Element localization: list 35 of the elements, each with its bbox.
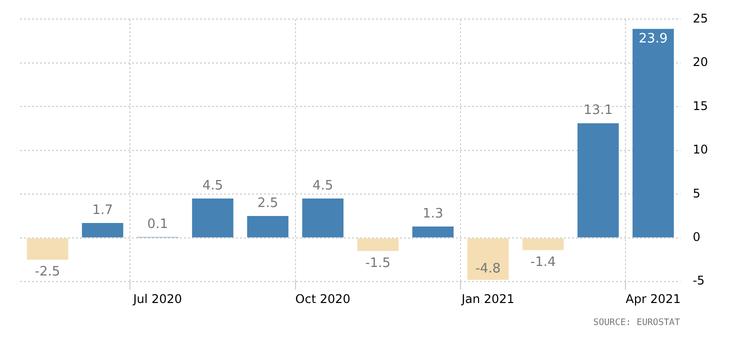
bar	[577, 123, 619, 238]
y-tick-label: 20	[692, 55, 708, 70]
x-tick-label: Oct 2020	[295, 292, 350, 306]
data-label: 13.1	[584, 103, 613, 118]
data-label: 2.5	[257, 196, 278, 211]
data-label: -4.8	[475, 262, 501, 277]
bar	[247, 216, 288, 238]
data-label: -2.5	[34, 264, 60, 280]
y-tick-label: 15	[692, 98, 708, 113]
y-tick-label: 5	[692, 186, 700, 200]
x-tick-label: Jan 2021	[460, 292, 514, 306]
y-tick-label: 25	[692, 11, 708, 26]
bar	[412, 226, 454, 238]
data-label: -1.5	[365, 256, 391, 271]
data-label: 1.3	[422, 206, 444, 222]
bar	[302, 198, 344, 238]
y-tick-label: -5	[692, 274, 705, 288]
y-tick-label: 10	[692, 142, 708, 157]
x-tick-label: Apr 2021	[626, 292, 681, 306]
x-tick-label: Jul 2020	[132, 292, 182, 306]
bar	[192, 198, 234, 238]
bar	[632, 28, 674, 238]
data-label: 4.5	[202, 178, 224, 194]
data-label: 1.7	[92, 202, 113, 218]
data-label: -1.4	[530, 254, 556, 270]
bar	[467, 238, 509, 280]
source-note: SOURCE: EUROSTAT	[592, 318, 680, 328]
data-label: 23.9	[638, 32, 668, 47]
data-label: 0.1	[147, 216, 168, 232]
y-tick-label: 0	[692, 230, 700, 244]
bar	[357, 238, 399, 251]
bar	[522, 238, 564, 250]
data-label: 4.5	[312, 178, 334, 194]
bar	[26, 238, 68, 260]
bar	[82, 223, 124, 238]
